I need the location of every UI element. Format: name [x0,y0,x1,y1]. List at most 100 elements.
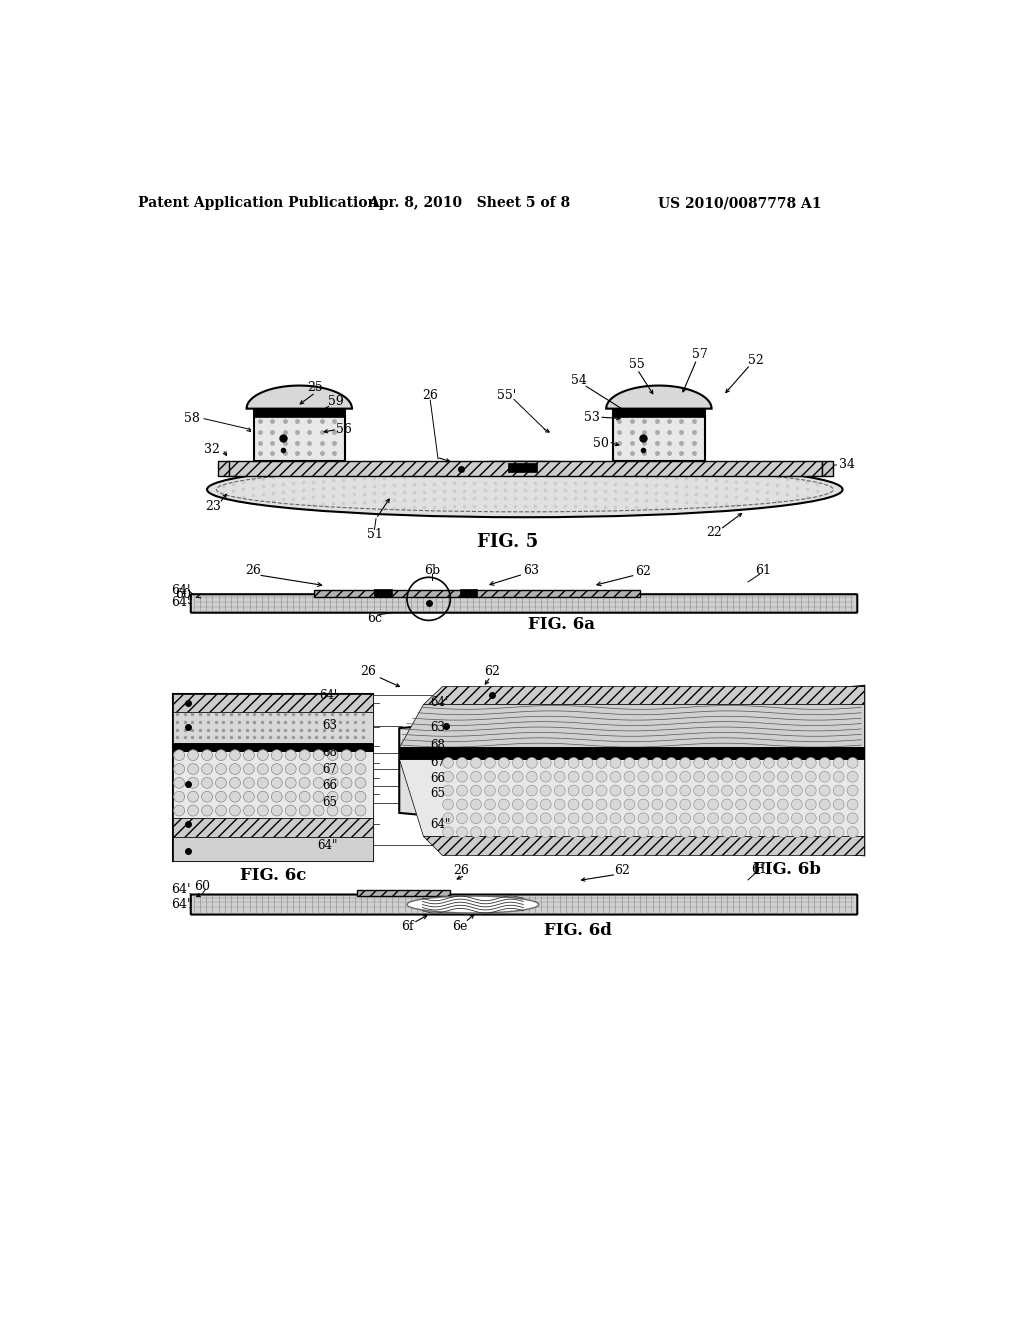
Circle shape [244,750,254,760]
Ellipse shape [207,462,843,517]
Circle shape [624,813,635,824]
Circle shape [596,771,607,781]
Text: 54: 54 [571,374,587,387]
Text: 64': 64' [319,689,337,702]
Circle shape [568,826,579,837]
Circle shape [229,792,241,803]
Text: 67: 67 [323,763,337,776]
Circle shape [442,785,454,796]
Circle shape [216,763,226,775]
Circle shape [693,826,705,837]
Circle shape [735,758,746,768]
Circle shape [568,799,579,810]
Circle shape [299,763,310,775]
FancyBboxPatch shape [190,594,857,612]
Circle shape [457,799,467,810]
Circle shape [624,758,635,768]
Circle shape [328,750,338,760]
Circle shape [187,763,199,775]
Text: 64": 64" [316,838,337,851]
Circle shape [680,785,690,796]
Circle shape [341,792,352,803]
Circle shape [764,758,774,768]
Polygon shape [399,705,864,747]
Circle shape [735,785,746,796]
Circle shape [638,799,649,810]
Text: 68: 68 [430,739,445,752]
Circle shape [174,750,184,760]
Circle shape [568,813,579,824]
Circle shape [708,813,719,824]
Text: 64": 64" [430,818,451,832]
Circle shape [355,805,366,816]
Circle shape [355,763,366,775]
Circle shape [271,805,283,816]
Circle shape [666,826,677,837]
Bar [254,409,345,417]
Circle shape [819,799,830,810]
Text: US 2010/0087778 A1: US 2010/0087778 A1 [658,197,822,210]
Circle shape [526,758,538,768]
Circle shape [693,771,705,781]
Bar [173,693,373,862]
Bar [613,409,705,417]
Circle shape [722,758,732,768]
Circle shape [583,799,593,810]
Circle shape [819,785,830,796]
Circle shape [666,813,677,824]
Circle shape [638,785,649,796]
Bar [314,590,640,597]
Circle shape [847,771,858,781]
Circle shape [174,763,184,775]
Circle shape [355,792,366,803]
Text: Apr. 8, 2010   Sheet 5 of 8: Apr. 8, 2010 Sheet 5 of 8 [368,197,570,210]
Text: 58: 58 [184,412,200,425]
Circle shape [541,826,551,837]
Text: 53: 53 [584,411,599,424]
Circle shape [313,750,324,760]
Circle shape [652,826,663,837]
Polygon shape [606,385,712,409]
Bar [218,461,228,477]
Circle shape [568,785,579,796]
Text: 62: 62 [636,565,651,578]
Circle shape [328,805,338,816]
Circle shape [484,785,496,796]
Circle shape [187,750,199,760]
Circle shape [583,771,593,781]
Circle shape [229,805,241,816]
Circle shape [202,763,212,775]
Text: 65: 65 [430,787,445,800]
Circle shape [596,758,607,768]
Circle shape [750,813,761,824]
Polygon shape [423,836,864,855]
Circle shape [216,805,226,816]
Circle shape [792,813,802,824]
Circle shape [819,771,830,781]
Circle shape [847,813,858,824]
Circle shape [512,785,523,796]
Circle shape [735,813,746,824]
Circle shape [554,799,565,810]
Circle shape [805,813,816,824]
Circle shape [638,771,649,781]
Circle shape [471,826,481,837]
Text: 64': 64' [171,883,190,896]
Circle shape [174,792,184,803]
Circle shape [512,813,523,824]
Text: 63: 63 [323,719,337,733]
Circle shape [526,771,538,781]
Circle shape [299,750,310,760]
Bar [254,409,345,461]
Circle shape [792,758,802,768]
Text: 22: 22 [706,527,722,539]
Circle shape [299,805,310,816]
Circle shape [257,750,268,760]
Text: 55: 55 [629,358,644,371]
Text: 66: 66 [323,779,337,792]
Circle shape [457,785,467,796]
Circle shape [777,813,788,824]
Circle shape [442,813,454,824]
Circle shape [541,799,551,810]
Text: 51: 51 [367,528,382,541]
